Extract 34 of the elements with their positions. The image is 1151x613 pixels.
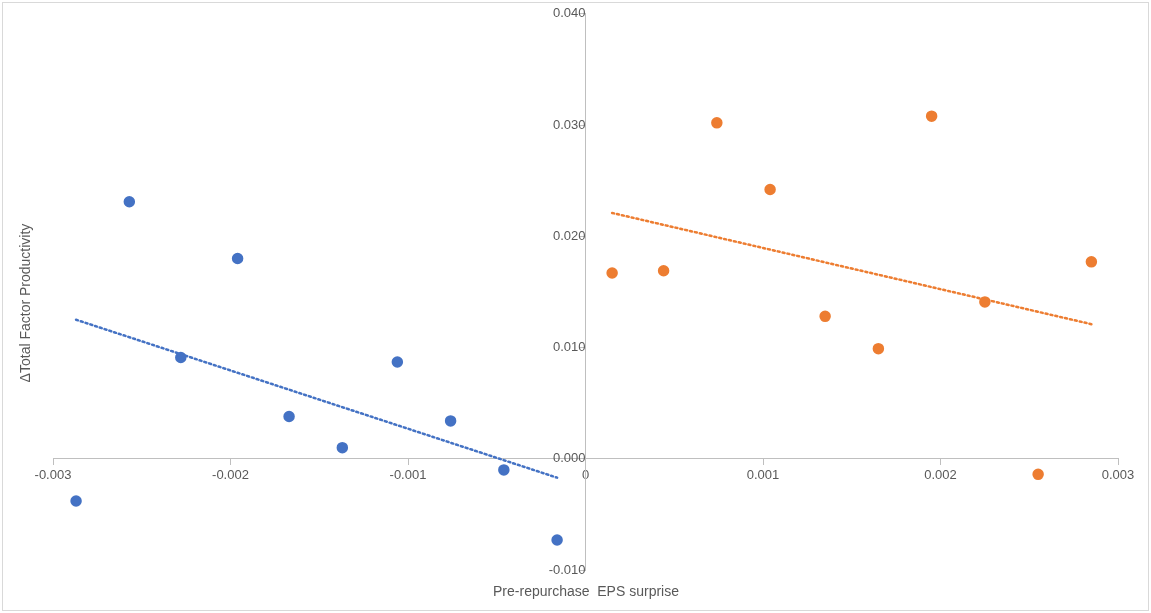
point [498,464,510,476]
point [606,267,618,279]
x-tick-label: -0.003 [34,467,72,483]
point [231,252,244,265]
point [657,265,670,277]
y-tick-label: 0.020 [552,227,586,243]
point [1085,256,1098,268]
y-axis-title: ΔTotal Factor Productivity [17,223,33,383]
x-tick-label: 0.002 [924,467,957,483]
point [819,310,831,323]
x-axis-title: Pre-repurchase EPS surprise [493,583,679,599]
point [70,495,82,507]
x-tick-label: -0.002 [212,467,249,483]
point [283,410,295,423]
point [391,356,404,368]
point [979,296,991,308]
x-tick-label: -0.001 [389,467,427,483]
x-tick-label: 0.001 [746,467,780,483]
point [1032,468,1044,481]
y-tick-label: 0.030 [552,116,586,132]
point [872,342,885,355]
x-tick-label: 0.003 [1101,467,1135,483]
point [336,441,349,454]
point [175,351,187,364]
point [551,534,563,546]
y-tick-label: 0.000 [552,450,586,466]
point [925,110,938,122]
point [123,196,136,208]
point [711,117,723,129]
point [764,183,776,196]
y-tick-label: -0.010 [548,561,586,577]
y-tick-label: 0.010 [552,339,586,355]
point [444,415,457,427]
y-tick-label: 0.040 [552,5,586,21]
